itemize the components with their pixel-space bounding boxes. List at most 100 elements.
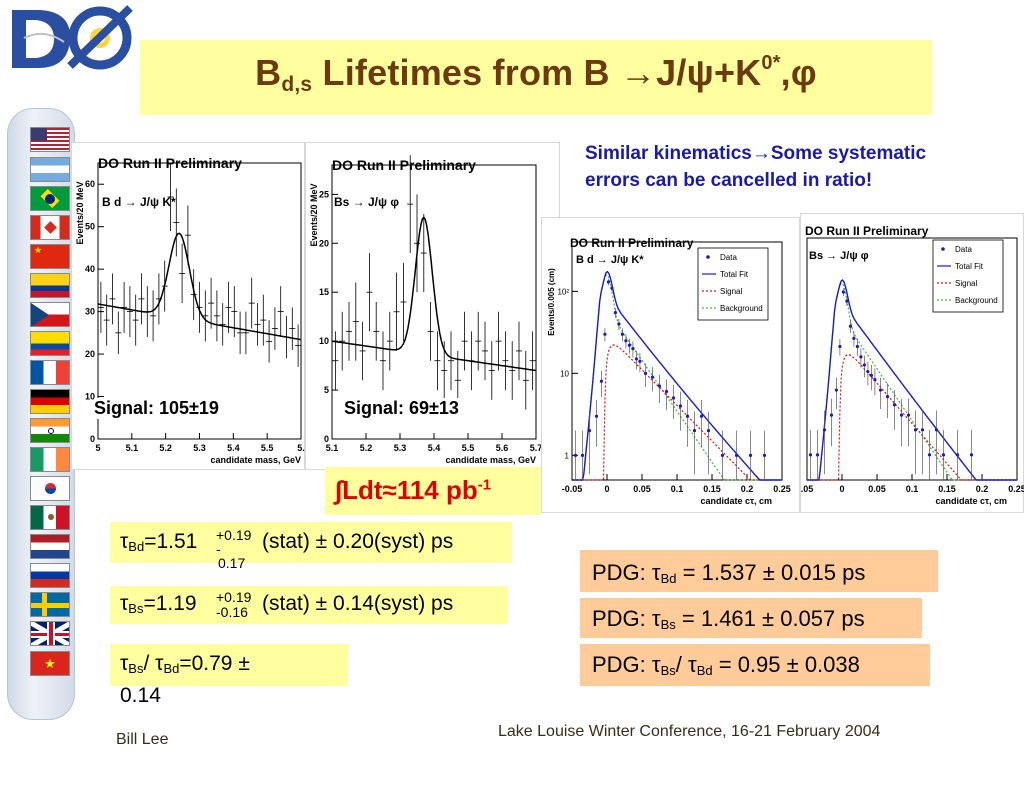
bd-lifetime-plot-panel: -0.05 0 0.05 0.1 0.15 0.2 0.25 1 10 10² Events/0.0… xyxy=(541,217,800,513)
x-tick-label: 5.3 xyxy=(394,443,407,453)
data-point xyxy=(606,280,610,284)
x-tick-label: 0.1 xyxy=(671,484,684,494)
data-point xyxy=(822,428,827,432)
data-point xyxy=(834,388,838,392)
data-point xyxy=(862,363,866,367)
data-point xyxy=(941,453,946,457)
decay-label: Bs → J/ψ φ xyxy=(334,195,399,209)
y-tick-label: 10 xyxy=(560,369,569,378)
y-tick-label: 0 xyxy=(90,434,95,444)
data-point xyxy=(631,347,635,351)
legend-label: Background xyxy=(720,304,763,313)
tau-bd-rest: (stat) ± 0.20(syst) ps xyxy=(262,530,454,553)
ireland-flag-icon xyxy=(30,447,70,472)
y-tick-label: 20 xyxy=(319,238,329,248)
y-tick-label: 20 xyxy=(85,349,95,359)
x-axis-label: candidate cτ, cm xyxy=(700,496,772,506)
bs-mass-chart: 5.1 5.2 5.3 5.4 5.5 5.6 5.7 0 5 10 15 20 25 candidate… xyxy=(309,155,542,465)
data-point xyxy=(610,286,614,290)
y-tick-label: 5 xyxy=(324,385,329,395)
data-point xyxy=(748,453,753,457)
x-tick-label: -0.05 xyxy=(562,484,583,494)
x-tick-label: 5.1 xyxy=(326,443,339,453)
y-tick-label: 10 xyxy=(85,392,95,402)
legend-label: Data xyxy=(955,245,972,254)
luminosity-text: ∫Ldt≈114 pb-1 xyxy=(335,475,492,505)
kinematics-callout: Similar kinematics→Some systematic error… xyxy=(585,140,1015,194)
data-point xyxy=(573,453,578,457)
data-point xyxy=(808,453,813,457)
data-point xyxy=(899,413,904,417)
pdg-bd-value: PDG: τBd = 1.537 ± 0.015 ps xyxy=(592,560,866,586)
data-point xyxy=(678,404,683,408)
tau-bs-errors: +0.19 -0.16 xyxy=(216,589,252,620)
canada-flag-icon xyxy=(30,215,70,240)
sweden-flag-icon xyxy=(30,592,70,617)
china-flag-icon: ★ xyxy=(30,244,70,269)
y-tick-label: 60 xyxy=(85,179,95,189)
data-point xyxy=(671,396,676,400)
data-point xyxy=(873,378,877,382)
y-tick-label: 40 xyxy=(85,264,95,274)
india-flag-icon xyxy=(30,418,70,443)
data-point xyxy=(869,373,873,377)
y-tick-label: 50 xyxy=(85,222,95,232)
data-point xyxy=(643,371,648,375)
legend-label: Total Fit xyxy=(955,262,984,271)
x-tick-label: 5.4 xyxy=(227,443,240,453)
data-point xyxy=(855,344,859,349)
legend-box xyxy=(697,247,769,321)
france-flag-icon xyxy=(30,360,70,385)
usa-flag-icon xyxy=(30,127,70,152)
data-point xyxy=(734,453,739,457)
x-tick-label: 0.25 xyxy=(773,484,791,494)
data-point xyxy=(969,453,974,457)
dzero-logo xyxy=(12,5,133,70)
data-point xyxy=(627,343,631,347)
data-point xyxy=(845,299,849,303)
pdg-ratio-value: PDG: τBs/ τBd = 0.95 ± 0.038 xyxy=(592,652,860,678)
title-banner: Bd,s Lifetimes from B →J/ψ+K0*,φ xyxy=(140,40,932,115)
colombia-flag-icon xyxy=(30,273,70,298)
netherlands-flag-icon xyxy=(30,534,70,559)
legend-data-marker xyxy=(941,247,945,251)
chart-title: DO Run II Preliminary xyxy=(332,157,476,173)
data-point xyxy=(657,384,662,388)
y-tick-label: 30 xyxy=(85,307,95,317)
vietnam-flag-icon: ★ xyxy=(30,651,70,676)
data-point xyxy=(848,324,852,328)
x-tick-label: 0 xyxy=(604,484,609,494)
tau-bd-errors: +0.19-0.17 xyxy=(216,527,252,571)
y-axis-label: Events/0.005 (cm) xyxy=(547,268,556,336)
tau-bs-rest: (stat) ± 0.14(syst) ps xyxy=(262,592,454,615)
uk-flag-icon xyxy=(30,621,70,646)
data-point xyxy=(829,413,834,417)
x-tick-label: 5.3 xyxy=(193,443,206,453)
x-axis-label: candidate mass, GeV xyxy=(210,455,301,465)
x-tick-label: 5.6 xyxy=(496,443,509,453)
tau-bd-box xyxy=(110,522,512,563)
data-point xyxy=(594,414,599,418)
data-point xyxy=(580,453,585,457)
y-tick-label: 25 xyxy=(319,189,329,199)
data-point xyxy=(685,414,690,418)
data-point xyxy=(720,453,725,457)
data-point xyxy=(624,339,628,343)
pdg-bd-box xyxy=(580,550,938,592)
data-point xyxy=(699,414,704,418)
korea-flag-icon xyxy=(30,476,70,501)
page-title: Bd,s Lifetimes from B →J/ψ+K0*,φ xyxy=(255,52,817,96)
chart-title: DO Run II Preliminary xyxy=(98,155,242,171)
x-tick-label: 5.5 xyxy=(261,443,274,453)
background-curve xyxy=(572,274,782,481)
fit-curve xyxy=(331,216,537,372)
tau-ratio-error: 0.14 xyxy=(120,684,161,707)
germany-flag-icon xyxy=(30,389,70,414)
decay-label: Bs → J/ψ φ xyxy=(809,250,869,262)
total-fit-curve xyxy=(572,270,782,481)
total-fit-curve xyxy=(807,279,1017,481)
czech-flag-icon xyxy=(30,302,70,327)
legend-label: Background xyxy=(955,296,998,305)
callout-line-2: errors can be cancelled in ratio! xyxy=(585,170,873,191)
x-tick-label: 0.2 xyxy=(741,484,754,494)
